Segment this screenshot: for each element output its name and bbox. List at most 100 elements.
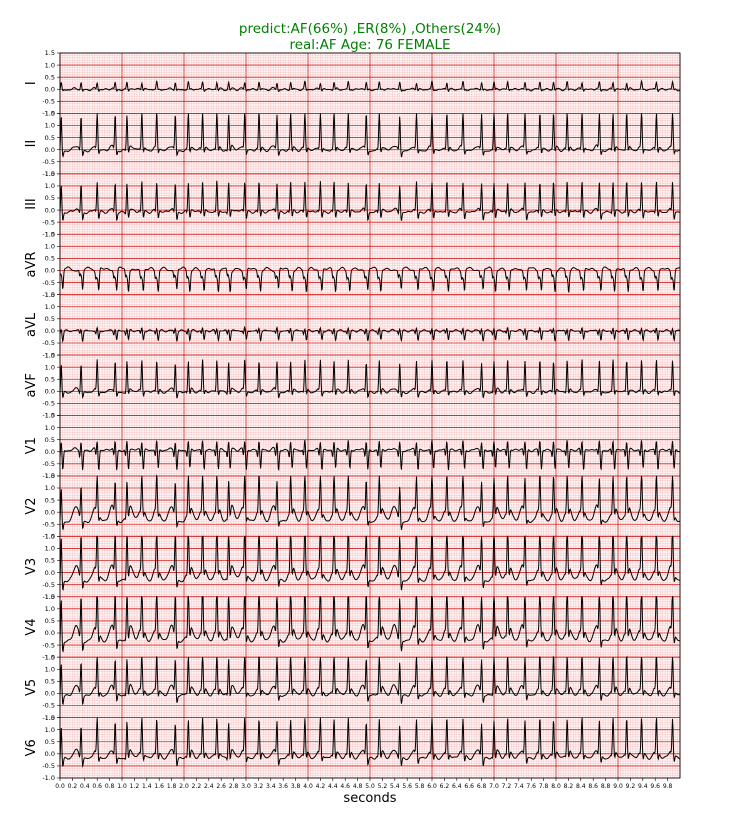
x-tick-label: 5.6 [402,783,412,790]
x-tick-label: 9.8 [663,783,673,790]
x-tick-label: 6.0 [427,783,437,790]
x-tick-label: 1.6 [154,783,164,790]
x-tick-label: 4.2 [316,783,326,790]
x-tick-label: 6.2 [440,783,450,790]
y-tick-label: -0.5 [42,762,55,770]
y-tick-label: 0.5 [45,375,55,383]
y-tick-label: 0.5 [45,557,55,565]
x-tick-label: 7.4 [514,783,524,790]
y-tick-label: 0.0 [45,327,55,335]
y-tick-label: 1.0 [45,726,55,734]
x-tick-label: 2.4 [204,783,214,790]
x-tick-label: 8.2 [564,783,574,790]
y-tick-label: 0.0 [45,448,55,456]
x-tick-label: 9.2 [626,783,636,790]
y-tick-label: -0.5 [42,98,55,106]
y-tick-label: 0.5 [45,738,55,746]
y-tick-label: -0.5 [42,581,55,589]
x-tick-label: 4.6 [340,783,350,790]
ecg-trace-I [59,79,681,93]
lead-label-V2: V2 [24,498,39,515]
y-tick-label: 1.5 [45,472,55,480]
lead-label-II: II [24,140,39,148]
x-tick-label: 2.8 [229,783,239,790]
y-tick-label: 0.0 [45,629,55,637]
x-axis-label: seconds [343,791,396,806]
y-tick-label: 1.0 [45,243,55,251]
y-tick-label: 1.5 [45,351,55,359]
lead-label-I: I [24,81,39,85]
x-tick-label: 0.0 [55,783,65,790]
y-tick-label: 1.0 [45,545,55,553]
y-tick-label: -0.5 [42,218,55,226]
x-tick-label: 6.8 [477,783,487,790]
ecg-trace-aVL [59,325,681,343]
ecg-trace-aVR [59,266,681,293]
x-tick-label: 2.2 [192,783,202,790]
y-tick-label: 0.0 [45,690,55,698]
y-tick-label: 0.5 [45,436,55,444]
y-tick-label: 1.5 [45,110,55,118]
x-tick-label: 8.4 [576,783,586,790]
y-tick-label: 0.5 [45,194,55,202]
x-tick-label: 4.4 [328,783,338,790]
traces [59,79,681,768]
x-tick-label: 5.8 [415,783,425,790]
lead-label-III: III [24,198,39,210]
x-tick-label: 8.8 [601,783,611,790]
y-tick-label: -1.0 [42,230,55,238]
y-tick-label: 1.5 [45,49,55,57]
x-tick-label: 3.0 [241,783,251,790]
lead-label-aVR: aVR [24,252,39,278]
y-tick-label: 0.0 [45,388,55,396]
y-tick-label: 1.5 [45,230,55,238]
y-tick-label: -0.5 [42,400,55,408]
lead-label-V5: V5 [24,679,39,696]
y-tick-label: -1.0 [42,412,55,420]
lead-label-aVF: aVF [24,373,39,397]
y-tick-label: 1.0 [45,61,55,69]
y-tick-label: 1.5 [45,291,55,299]
y-tick-label: -0.5 [42,339,55,347]
y-tick-label: -1.0 [42,472,55,480]
x-tick-label: 1.8 [167,783,177,790]
x-tick-label: 8.6 [588,783,598,790]
lead-label-V3: V3 [24,558,39,575]
x-tick-label: 4.0 [303,783,313,790]
x-tick-label: 7.8 [539,783,549,790]
y-tick-label: 1.0 [45,122,55,130]
y-tick-label: -0.5 [42,158,55,166]
y-tick-label: 0.0 [45,750,55,758]
y-tick-label: 1.0 [45,605,55,613]
y-tick-label: 1.0 [45,665,55,673]
y-tick-label: -1.0 [42,714,55,722]
x-tick-label: 3.4 [266,783,276,790]
x-tick-label: 0.4 [80,783,90,790]
y-tick-label: -0.5 [42,702,55,710]
x-tick-label: 6.4 [452,783,462,790]
y-tick-label: 0.5 [45,134,55,142]
x-tick-label: 7.0 [489,783,499,790]
y-tick-label: -1.0 [42,170,55,178]
y-tick-label: 1.0 [45,363,55,371]
x-tick-label: 3.2 [254,783,264,790]
y-tick-label: 0.5 [45,315,55,323]
ecg-trace-III [59,180,681,222]
y-tick-label: -1.0 [42,774,55,782]
grid [59,52,681,779]
ecg-trace-V1 [59,439,681,471]
lead-label-V1: V1 [24,437,39,454]
x-tick-label: 4.8 [353,783,363,790]
y-tick-label: -0.5 [42,279,55,287]
x-tick-label: 9.6 [650,783,660,790]
lead-label-V4: V4 [24,618,39,635]
y-tick-label: 0.0 [45,146,55,154]
y-tick-label: -1.0 [42,291,55,299]
y-tick-label: -1.0 [42,351,55,359]
y-tick-label: 1.5 [45,412,55,420]
ecg-trace-V2 [59,474,681,531]
y-tick-label: 0.5 [45,678,55,686]
y-tick-label: 1.5 [45,593,55,601]
